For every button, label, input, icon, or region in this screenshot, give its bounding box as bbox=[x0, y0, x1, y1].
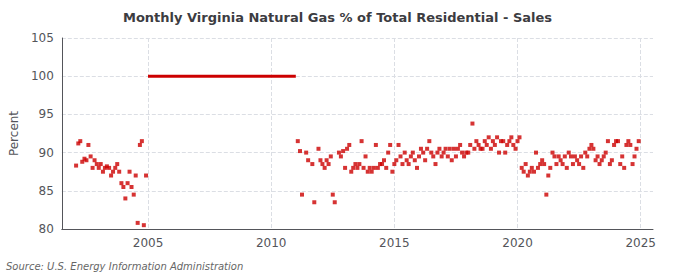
svg-text:105: 105 bbox=[31, 31, 54, 45]
svg-text:80: 80 bbox=[39, 222, 54, 236]
svg-text:85: 85 bbox=[39, 184, 54, 198]
svg-text:2015: 2015 bbox=[379, 236, 410, 250]
svg-text:Monthly Virginia Natural Gas %: Monthly Virginia Natural Gas % of Total … bbox=[123, 10, 552, 25]
svg-text:95: 95 bbox=[39, 107, 54, 121]
svg-text:100: 100 bbox=[31, 69, 54, 83]
svg-text:Source: U.S. Energy Informatio: Source: U.S. Energy Information Administ… bbox=[6, 261, 243, 272]
svg-text:2025: 2025 bbox=[625, 236, 656, 250]
svg-text:Percent: Percent bbox=[7, 111, 21, 156]
svg-text:2010: 2010 bbox=[256, 236, 287, 250]
svg-text:90: 90 bbox=[39, 146, 54, 160]
svg-text:2020: 2020 bbox=[502, 236, 533, 250]
svg-text:2005: 2005 bbox=[133, 236, 164, 250]
